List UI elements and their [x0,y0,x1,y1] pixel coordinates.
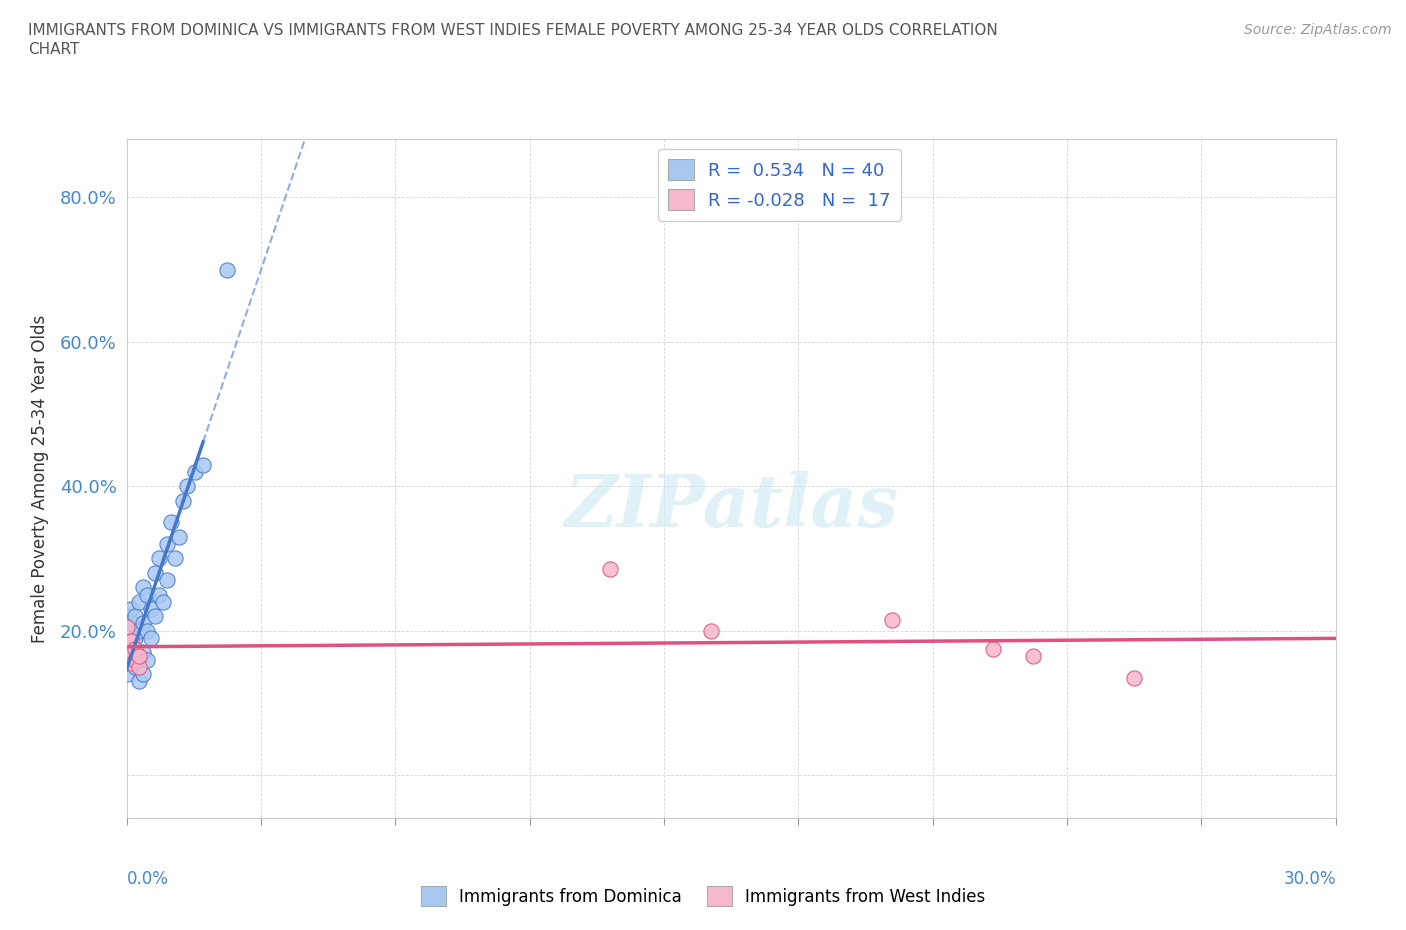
Point [115,619,138,634]
Point [120,616,142,631]
Point [115,652,138,667]
Point [124,631,146,645]
Point [115,623,138,638]
Text: CHART: CHART [28,42,80,57]
Point [128,673,150,688]
Point [700,623,723,638]
Point [120,634,142,649]
Point [135,652,157,667]
Point [135,587,157,602]
Point [115,609,138,624]
Point [128,623,150,638]
Point [115,667,138,682]
Point [131,616,153,631]
Point [120,644,142,659]
Point [120,602,142,617]
Point [176,479,198,494]
Point [1022,648,1045,663]
Point [148,587,170,602]
Text: 0.0%: 0.0% [127,870,169,887]
Point [139,631,162,645]
Point [115,638,138,653]
Legend: R =  0.534   N = 40, R = -0.028   N =  17: R = 0.534 N = 40, R = -0.028 N = 17 [658,149,901,221]
Point [139,602,162,617]
Point [143,565,166,580]
Point [981,642,1004,657]
Point [156,573,179,588]
Point [172,493,194,508]
Point [882,612,904,627]
Point [135,623,157,638]
Point [115,652,138,667]
Point [124,609,146,624]
Point [131,644,153,659]
Y-axis label: Female Poverty Among 25-34 Year Olds: Female Poverty Among 25-34 Year Olds [31,315,49,643]
Point [184,464,207,479]
Point [124,659,146,674]
Point [124,642,146,657]
Point [163,551,186,565]
Point [167,529,190,544]
Point [128,648,150,663]
Point [115,642,138,657]
Point [128,652,150,667]
Point [217,262,239,277]
Text: ZIPatlas: ZIPatlas [564,471,898,541]
Point [128,594,150,609]
Point [124,652,146,667]
Text: IMMIGRANTS FROM DOMINICA VS IMMIGRANTS FROM WEST INDIES FEMALE POVERTY AMONG 25-: IMMIGRANTS FROM DOMINICA VS IMMIGRANTS F… [28,23,998,38]
Point [191,457,214,472]
Point [1123,671,1146,685]
Text: Source: ZipAtlas.com: Source: ZipAtlas.com [1244,23,1392,37]
Point [131,667,153,682]
Point [152,594,174,609]
Point [143,609,166,624]
Point [115,631,138,645]
Point [599,562,621,577]
Point [148,551,170,565]
Text: 30.0%: 30.0% [1284,870,1336,887]
Point [160,515,183,530]
Point [120,644,142,659]
Point [131,579,153,594]
Point [128,659,150,674]
Point [120,656,142,671]
Point [156,537,179,551]
Legend: Immigrants from Dominica, Immigrants from West Indies: Immigrants from Dominica, Immigrants fro… [413,880,993,912]
Point [120,631,142,645]
